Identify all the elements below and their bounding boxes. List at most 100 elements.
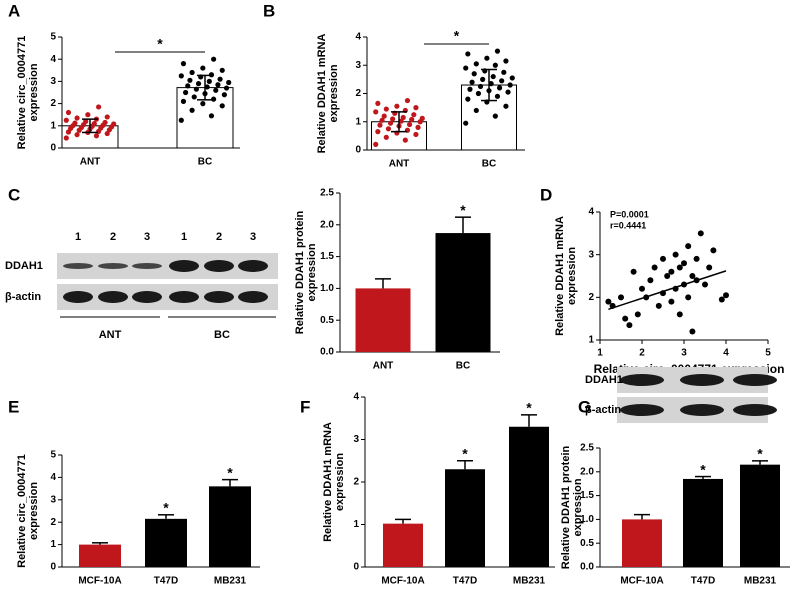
dot [375, 100, 381, 106]
dot [496, 85, 503, 91]
dot [494, 48, 501, 54]
y-tick-label: 2 [50, 517, 56, 528]
dot [111, 121, 117, 127]
y-axis-label: Relative DDAH1 mRNA [322, 422, 334, 542]
blot-band [204, 291, 234, 303]
dot [473, 107, 479, 114]
dot [223, 85, 230, 91]
dot [219, 103, 225, 109]
dot [195, 81, 202, 87]
bar [622, 519, 662, 567]
point [702, 281, 708, 288]
y-tick-label: 2.5 [320, 188, 334, 199]
y-axis-label: Relative DDAH1 mRNA [554, 216, 566, 336]
y-tick-label: 3 [353, 434, 359, 445]
significance: * [460, 202, 466, 218]
panel-letter: G [578, 397, 591, 416]
panel-letter: A [8, 1, 20, 20]
dot [477, 83, 484, 90]
panel-letter: D [540, 185, 552, 204]
dot [492, 62, 498, 68]
x-tick-label: ANT [373, 361, 394, 372]
point [693, 255, 700, 262]
dot [390, 116, 396, 122]
dot [104, 114, 110, 120]
bar [740, 464, 780, 567]
blot-band [733, 404, 777, 416]
bar [355, 288, 411, 352]
point [672, 251, 679, 258]
dot [415, 124, 421, 130]
dot [394, 103, 400, 109]
dot [189, 69, 195, 76]
x-tick-label: MB231 [744, 576, 777, 587]
dot [102, 119, 108, 126]
point [622, 315, 629, 322]
dot [469, 79, 475, 85]
blot-band [132, 263, 162, 269]
dot [377, 122, 383, 128]
dot [413, 105, 419, 111]
x-tick-label: MB231 [513, 576, 546, 587]
dot [419, 115, 425, 121]
significance: * [157, 36, 163, 52]
blot-band [620, 374, 664, 386]
dot [208, 113, 215, 119]
blot-band [169, 291, 199, 303]
blot-band [680, 374, 724, 386]
point [685, 243, 692, 250]
dot [96, 104, 102, 110]
y-tick-label: 1 [50, 539, 56, 550]
blot-band [238, 291, 268, 303]
panel-letter: C [8, 185, 20, 204]
dot [206, 78, 212, 84]
dot [383, 106, 389, 112]
dot [463, 120, 469, 126]
point [626, 322, 633, 329]
point [668, 268, 675, 275]
blot-band [204, 260, 234, 272]
blot-row-label: DDAH1 [585, 374, 623, 386]
y-tick-label: 3 [50, 76, 56, 87]
x-tick-label: ANT [80, 157, 101, 168]
point [706, 264, 713, 271]
y-axis-label: expression [334, 453, 346, 511]
dot [473, 61, 479, 67]
point [676, 311, 683, 318]
x-tick-label: ANT [389, 159, 410, 170]
y-tick-label: 1.0 [580, 514, 594, 525]
dot [404, 97, 411, 104]
dot [63, 135, 69, 141]
dot [406, 121, 413, 128]
dot [507, 82, 513, 88]
y-axis-label: expression [328, 64, 340, 122]
x-tick-label: 5 [765, 348, 771, 359]
significance: * [757, 446, 763, 462]
annotation: P=0.0001 [610, 209, 649, 219]
dot [465, 96, 471, 102]
y-axis-label: Relative circ_0004771 [16, 454, 28, 568]
dot [484, 55, 490, 61]
dot [180, 98, 187, 104]
point [660, 255, 666, 262]
y-tick-label: 5 [50, 32, 56, 43]
dot [213, 87, 219, 93]
dot [494, 93, 501, 99]
dot [501, 69, 507, 75]
dot [492, 113, 498, 119]
blot-band [98, 263, 128, 269]
significance: * [700, 461, 706, 477]
y-tick-label: 3 [355, 60, 361, 71]
dot [200, 101, 206, 107]
y-tick-label: 4 [355, 32, 361, 43]
y-tick-label: 1 [588, 335, 594, 346]
y-axis-label: Relative DDAH1 mRNA [316, 34, 328, 154]
x-tick-label: T47D [691, 576, 715, 587]
panel-letter: B [263, 1, 275, 20]
point [685, 294, 692, 301]
y-tick-label: 0 [353, 562, 359, 573]
y-tick-label: 1.5 [580, 490, 594, 501]
point [651, 264, 658, 271]
dot [85, 112, 91, 118]
dot [93, 133, 100, 139]
